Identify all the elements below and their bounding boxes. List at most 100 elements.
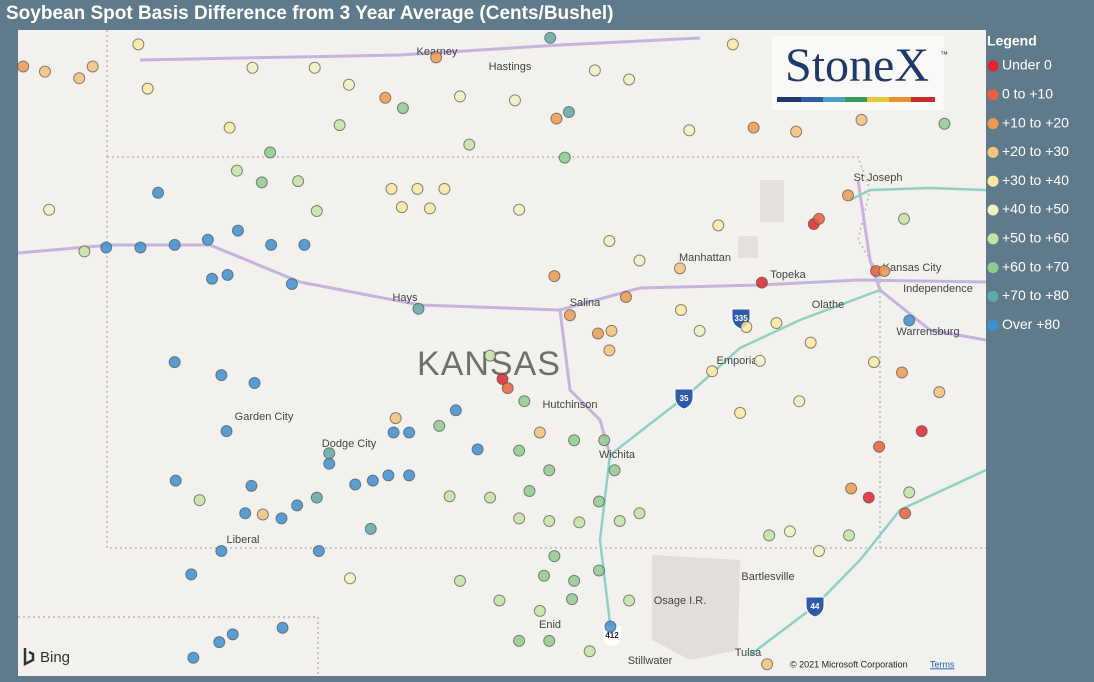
- basis-point: [878, 264, 891, 277]
- basis-point: [430, 51, 443, 64]
- basis-point: [903, 314, 916, 327]
- basis-point: [855, 113, 868, 126]
- basis-point: [783, 525, 796, 538]
- terms-link[interactable]: Terms: [930, 659, 955, 669]
- stripe: [845, 97, 867, 102]
- basis-point: [433, 419, 446, 432]
- legend-swatch: [987, 204, 999, 216]
- basis-point: [411, 182, 424, 195]
- basis-point: [598, 434, 611, 447]
- stripe: [801, 97, 823, 102]
- basis-point: [496, 373, 509, 386]
- area: [738, 236, 758, 258]
- basis-point: [396, 102, 409, 115]
- basis-point: [843, 529, 856, 542]
- shield-label: 35: [680, 394, 689, 403]
- basis-point: [292, 175, 305, 188]
- basis-point: [593, 495, 606, 508]
- basis-point: [403, 426, 416, 439]
- stripe: [889, 97, 911, 102]
- basis-point: [619, 290, 632, 303]
- basis-point: [513, 634, 526, 647]
- basis-point: [342, 78, 355, 91]
- city-label: Topeka: [770, 269, 806, 281]
- city-label: Garden City: [235, 411, 294, 423]
- basis-point: [558, 151, 571, 164]
- basis-point: [265, 238, 278, 251]
- basis-point: [842, 189, 855, 202]
- basis-point: [443, 490, 456, 503]
- basis-point: [310, 491, 323, 504]
- basis-point: [230, 164, 243, 177]
- basis-point: [523, 485, 536, 498]
- city-label: Olathe: [812, 299, 844, 311]
- legend-swatch: [987, 262, 999, 274]
- basis-point: [323, 447, 336, 460]
- basis-point: [387, 426, 400, 439]
- legend-label: Under 0: [1002, 57, 1052, 73]
- basis-point: [215, 369, 228, 382]
- logo-mark: ™: [940, 50, 948, 59]
- basis-point: [513, 444, 526, 457]
- basis-point: [484, 491, 497, 504]
- borders: [18, 30, 986, 676]
- basis-point: [215, 544, 228, 557]
- legend-swatch: [987, 290, 999, 302]
- basis-point: [573, 516, 586, 529]
- basis-point: [867, 356, 880, 369]
- basis-point: [583, 645, 596, 658]
- legend-label: +40 to +50: [1002, 201, 1069, 217]
- basis-point: [563, 309, 576, 322]
- legend-swatch: [987, 175, 999, 187]
- basis-point: [674, 304, 687, 317]
- basis-point: [693, 324, 706, 337]
- basis-point: [379, 91, 392, 104]
- legend-label: Over +80: [1002, 316, 1060, 332]
- stripe: [911, 97, 935, 102]
- basis-point: [501, 382, 514, 395]
- title: Soybean Spot Basis Difference from 3 Yea…: [6, 3, 614, 24]
- basis-point: [544, 31, 557, 44]
- shield-label: 412: [605, 631, 619, 640]
- basis-point: [747, 121, 760, 134]
- basis-point: [132, 38, 145, 51]
- basis-point: [344, 572, 357, 585]
- basis-point: [734, 406, 747, 419]
- city-label: Kansas City: [883, 262, 942, 274]
- shield-label: 44: [811, 602, 820, 611]
- basis-point: [593, 564, 606, 577]
- fort-riley: [760, 180, 784, 222]
- city-label: Enid: [539, 619, 561, 631]
- basis-point: [423, 202, 436, 215]
- basis-point: [568, 434, 581, 447]
- basis-point: [543, 634, 556, 647]
- basis-point: [761, 658, 774, 671]
- basis-point: [683, 124, 696, 137]
- basis-point: [548, 270, 561, 283]
- basis-point: [915, 425, 928, 438]
- basis-point: [862, 491, 875, 504]
- city-label: Bartlesville: [741, 571, 794, 583]
- basis-point: [412, 302, 425, 315]
- basis-point: [308, 61, 321, 74]
- legend-label: +60 to +70: [1002, 258, 1069, 274]
- provider: Bing: [40, 649, 70, 666]
- legend-swatch: [987, 118, 999, 130]
- basis-point: [712, 219, 725, 232]
- basis-point: [471, 443, 484, 456]
- basis-point: [726, 38, 739, 51]
- basis-point: [463, 138, 476, 151]
- basis-point: [804, 336, 817, 349]
- basis-point: [533, 604, 546, 617]
- basis-point: [275, 512, 288, 525]
- basis-point: [566, 593, 579, 606]
- basis-point: [604, 620, 617, 633]
- basis-point: [73, 72, 86, 85]
- basis-point: [550, 112, 563, 125]
- basis-point: [603, 234, 616, 247]
- map-bg: [18, 30, 986, 676]
- basis-point: [753, 354, 766, 367]
- map: KearneyHastingsSt JosephManhattanTopekaK…: [17, 30, 987, 676]
- basis-point: [395, 201, 408, 214]
